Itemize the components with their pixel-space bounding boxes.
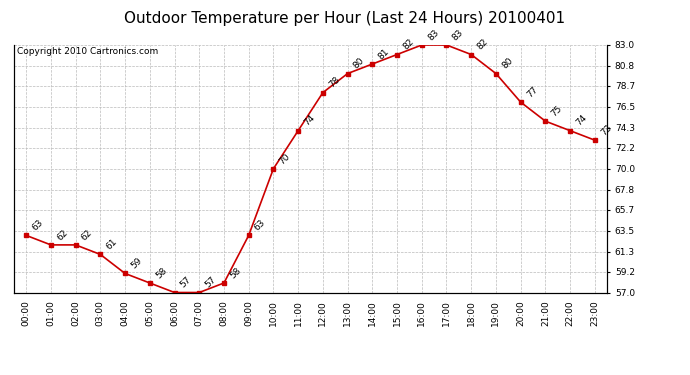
Text: 62: 62 <box>55 228 70 242</box>
Text: 80: 80 <box>500 56 515 71</box>
Text: 83: 83 <box>426 28 440 42</box>
Text: 61: 61 <box>104 237 119 252</box>
Text: Copyright 2010 Cartronics.com: Copyright 2010 Cartronics.com <box>17 48 158 57</box>
Text: 63: 63 <box>253 218 267 232</box>
Text: 57: 57 <box>179 275 193 290</box>
Text: 70: 70 <box>277 152 292 166</box>
Text: 59: 59 <box>129 256 144 271</box>
Text: 58: 58 <box>154 266 168 280</box>
Text: Outdoor Temperature per Hour (Last 24 Hours) 20100401: Outdoor Temperature per Hour (Last 24 Ho… <box>124 11 566 26</box>
Text: 63: 63 <box>30 218 45 232</box>
Text: 82: 82 <box>475 38 490 52</box>
Text: 80: 80 <box>352 56 366 71</box>
Text: 82: 82 <box>401 38 415 52</box>
Text: 73: 73 <box>599 123 613 137</box>
Text: 75: 75 <box>549 104 564 118</box>
Text: 77: 77 <box>525 85 540 99</box>
Text: 78: 78 <box>327 75 342 90</box>
Text: 83: 83 <box>451 28 465 42</box>
Text: 81: 81 <box>377 47 391 61</box>
Text: 74: 74 <box>574 114 589 128</box>
Text: 62: 62 <box>80 228 95 242</box>
Text: 74: 74 <box>302 114 317 128</box>
Text: 58: 58 <box>228 266 243 280</box>
Text: 57: 57 <box>204 275 218 290</box>
